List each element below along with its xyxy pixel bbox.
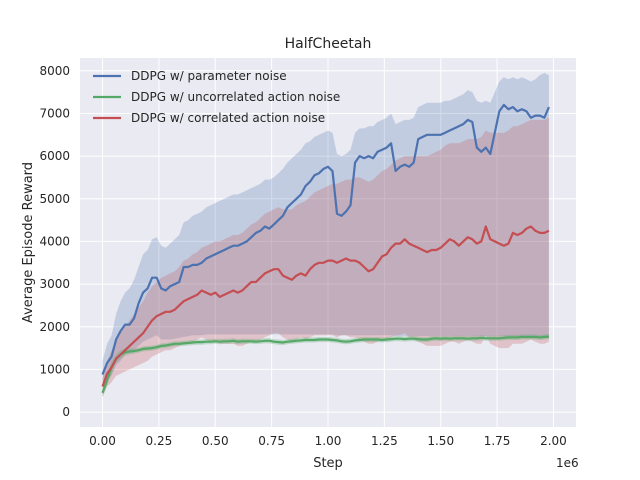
legend-label: DDPG w/ correlated action noise bbox=[131, 111, 325, 125]
x-axis-offset-label: 1e6 bbox=[556, 456, 579, 470]
x-tick-label: 0.75 bbox=[258, 434, 285, 448]
chart-title: HalfCheetah bbox=[285, 36, 372, 52]
x-tick-label: 1.75 bbox=[484, 434, 511, 448]
x-axis-label: Step bbox=[313, 456, 343, 471]
band-correlated-action-noise bbox=[102, 117, 549, 398]
series-line-correlated-action-noise bbox=[101, 225, 550, 387]
y-tick-label: 3000 bbox=[39, 277, 70, 291]
y-tick-label: 6000 bbox=[39, 149, 70, 163]
legend: DDPG w/ parameter noise DDPG w/ uncorrela… bbox=[93, 69, 340, 125]
confidence-bands bbox=[102, 72, 549, 398]
y-tick-label: 7000 bbox=[39, 106, 70, 120]
series-line-parameter-noise bbox=[101, 103, 550, 375]
x-tick-label: 0.25 bbox=[146, 434, 173, 448]
y-tick-label: 0 bbox=[62, 405, 70, 419]
series-line-uncorrelated-action-noise bbox=[101, 335, 549, 394]
band-parameter-noise bbox=[102, 72, 549, 387]
x-tick-label: 1.50 bbox=[427, 434, 454, 448]
x-tick-label: 2.00 bbox=[540, 434, 567, 448]
y-tick-label: 2000 bbox=[39, 320, 70, 334]
y-tick-label: 8000 bbox=[39, 64, 70, 78]
x-tick-label: 0.50 bbox=[202, 434, 229, 448]
y-axis-ticks: 0 1000 2000 3000 4000 5000 6000 7000 8000 bbox=[39, 64, 70, 419]
band-uncorrelated-action-noise bbox=[102, 334, 549, 398]
x-tick-label: 0.00 bbox=[89, 434, 116, 448]
y-tick-label: 1000 bbox=[39, 362, 70, 376]
x-tick-label: 1.25 bbox=[371, 434, 398, 448]
x-axis-ticks: 0.00 0.25 0.50 0.75 1.00 1.25 1.50 1.75 2.00 bbox=[89, 434, 567, 448]
y-axis-label: Average Episode Reward bbox=[21, 162, 36, 323]
series-lines bbox=[101, 103, 550, 394]
legend-label: DDPG w/ parameter noise bbox=[131, 69, 287, 83]
y-tick-label: 5000 bbox=[39, 192, 70, 206]
y-tick-label: 4000 bbox=[39, 234, 70, 248]
x-tick-label: 1.00 bbox=[315, 434, 342, 448]
legend-label: DDPG w/ uncorrelated action noise bbox=[131, 90, 340, 104]
